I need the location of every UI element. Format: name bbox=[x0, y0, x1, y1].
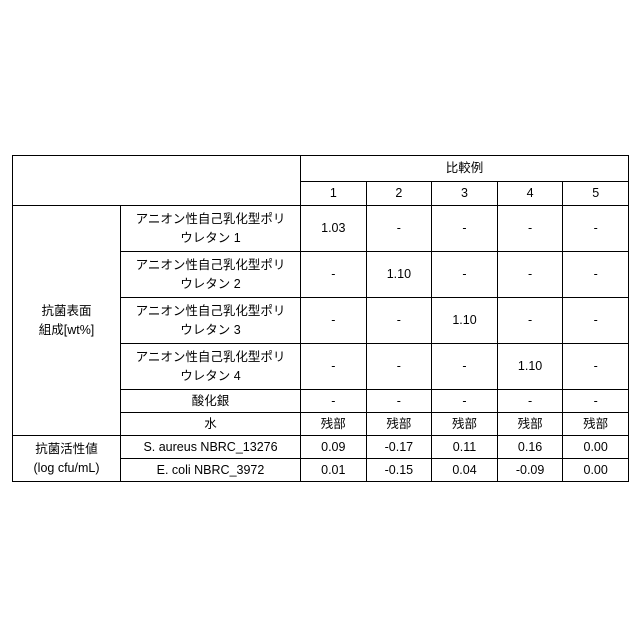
column-header-5: 5 bbox=[563, 182, 629, 206]
row-label-e-coli: E. coli NBRC_3972 bbox=[121, 459, 301, 482]
page-root: 比較例 1 2 3 4 5 抗菌表面 組成[wt%] bbox=[0, 0, 640, 640]
cell-value: 1.10 bbox=[366, 252, 432, 298]
section-label-antibacterial-activity: 抗菌活性値 (log cfu/mL) bbox=[13, 436, 121, 482]
cell-value: - bbox=[366, 344, 432, 390]
cell-value: - bbox=[497, 390, 563, 413]
cell-value: 0.04 bbox=[432, 459, 498, 482]
cell-value: - bbox=[432, 390, 498, 413]
cell-value: - bbox=[563, 298, 629, 344]
cell-value: - bbox=[563, 390, 629, 413]
cell-value: - bbox=[432, 344, 498, 390]
cell-value: - bbox=[563, 206, 629, 252]
cell-value: - bbox=[301, 298, 367, 344]
cell-value: 残部 bbox=[301, 413, 367, 436]
cell-value: 1.03 bbox=[301, 206, 367, 252]
row-label-polyurethane-2: アニオン性自己乳化型ポリ ウレタン 2 bbox=[121, 252, 301, 298]
section-label-line1: 抗菌表面 bbox=[41, 304, 91, 318]
cell-value: -0.15 bbox=[366, 459, 432, 482]
cell-value: 残部 bbox=[497, 413, 563, 436]
cell-value: - bbox=[497, 298, 563, 344]
cell-value: 1.10 bbox=[497, 344, 563, 390]
column-header-3: 3 bbox=[432, 182, 498, 206]
cell-value: 0.00 bbox=[563, 459, 629, 482]
row-label-silver-oxide: 酸化銀 bbox=[121, 390, 301, 413]
cell-value: 残部 bbox=[366, 413, 432, 436]
cell-value: 0.16 bbox=[497, 436, 563, 459]
cell-value: 0.11 bbox=[432, 436, 498, 459]
comparative-example-table: 比較例 1 2 3 4 5 抗菌表面 組成[wt%] bbox=[12, 155, 629, 482]
cell-value: - bbox=[563, 344, 629, 390]
cell-value: 0.00 bbox=[563, 436, 629, 459]
cell-value: - bbox=[366, 390, 432, 413]
cell-value: - bbox=[366, 206, 432, 252]
row-label-line2: ウレタン 4 bbox=[180, 369, 240, 383]
cell-value: - bbox=[301, 390, 367, 413]
row-label-polyurethane-3: アニオン性自己乳化型ポリ ウレタン 3 bbox=[121, 298, 301, 344]
column-header-2: 2 bbox=[366, 182, 432, 206]
column-header-1: 1 bbox=[301, 182, 367, 206]
cell-value: - bbox=[301, 252, 367, 298]
row-label-line2: ウレタン 3 bbox=[180, 323, 240, 337]
cell-value: - bbox=[497, 206, 563, 252]
row-label-line1: アニオン性自己乳化型ポリ bbox=[136, 304, 286, 318]
table-header-group-row: 比較例 bbox=[13, 156, 629, 182]
cell-value: - bbox=[497, 252, 563, 298]
cell-value: 0.01 bbox=[301, 459, 367, 482]
row-label-line1: アニオン性自己乳化型ポリ bbox=[136, 350, 286, 364]
row-label-polyurethane-4: アニオン性自己乳化型ポリ ウレタン 4 bbox=[121, 344, 301, 390]
row-label-line1: アニオン性自己乳化型ポリ bbox=[136, 212, 286, 226]
section-label-line2: 組成[wt%] bbox=[39, 323, 95, 337]
row-label-line2: ウレタン 2 bbox=[180, 277, 240, 291]
cell-value: - bbox=[563, 252, 629, 298]
cell-value: 1.10 bbox=[432, 298, 498, 344]
row-label-water: 水 bbox=[121, 413, 301, 436]
cell-value: - bbox=[432, 206, 498, 252]
table-corner-cell bbox=[13, 156, 301, 206]
row-label-line2: ウレタン 1 bbox=[180, 231, 240, 245]
cell-value: -0.17 bbox=[366, 436, 432, 459]
section-label-line1: 抗菌活性値 bbox=[35, 442, 98, 456]
row-label-polyurethane-1: アニオン性自己乳化型ポリ ウレタン 1 bbox=[121, 206, 301, 252]
cell-value: - bbox=[366, 298, 432, 344]
row-label-line1: アニオン性自己乳化型ポリ bbox=[136, 258, 286, 272]
comparative-example-table-container: 比較例 1 2 3 4 5 抗菌表面 組成[wt%] bbox=[12, 155, 628, 482]
cell-value: - bbox=[432, 252, 498, 298]
table-row: 抗菌表面 組成[wt%] アニオン性自己乳化型ポリ ウレタン 1 1.03 - … bbox=[13, 206, 629, 252]
cell-value: 残部 bbox=[432, 413, 498, 436]
cell-value: 0.09 bbox=[301, 436, 367, 459]
header-comparative-example: 比較例 bbox=[301, 156, 629, 182]
column-header-4: 4 bbox=[497, 182, 563, 206]
section-label-surface-composition: 抗菌表面 組成[wt%] bbox=[13, 206, 121, 436]
row-label-s-aureus: S. aureus NBRC_13276 bbox=[121, 436, 301, 459]
section-label-line2: (log cfu/mL) bbox=[34, 461, 100, 475]
table-row: 抗菌活性値 (log cfu/mL) S. aureus NBRC_13276 … bbox=[13, 436, 629, 459]
cell-value: - bbox=[301, 344, 367, 390]
cell-value: -0.09 bbox=[497, 459, 563, 482]
cell-value: 残部 bbox=[563, 413, 629, 436]
